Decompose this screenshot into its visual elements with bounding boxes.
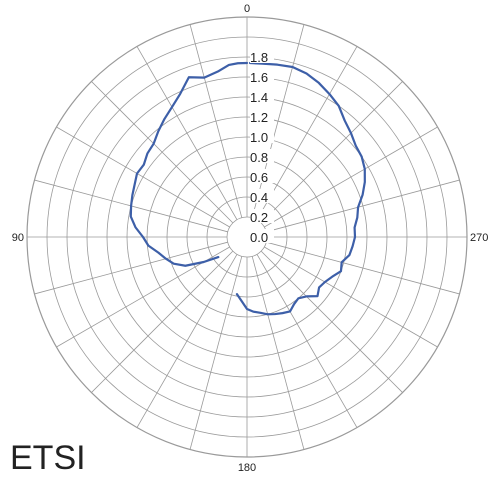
radial-tick-label: 1.0 xyxy=(250,130,268,145)
grid-spokes xyxy=(27,17,467,457)
grid-spoke xyxy=(91,81,234,224)
tick-label-bg xyxy=(250,169,274,183)
grid-spoke xyxy=(260,250,403,393)
grid-spoke xyxy=(266,241,460,295)
grid-spoke xyxy=(251,256,305,450)
radial-tick-label: 0.0 xyxy=(250,230,268,245)
tick-label-bg xyxy=(250,209,274,223)
grid-spoke xyxy=(189,24,243,218)
grid-spoke xyxy=(56,126,230,228)
angle-label-270: 270 xyxy=(470,232,488,244)
grid-spoke xyxy=(136,46,238,220)
tick-label-bg xyxy=(250,129,274,143)
series-group xyxy=(129,61,366,316)
grid-spoke xyxy=(91,250,234,393)
radial-tick-label: 1.8 xyxy=(250,50,268,65)
radial-tick-label: 1.4 xyxy=(250,90,268,105)
angle-labels: 0 90 180 270 xyxy=(12,3,489,474)
chart-caption: ETSI xyxy=(10,439,86,477)
angle-label-0: 0 xyxy=(244,3,250,15)
tick-label-bg xyxy=(250,49,274,63)
tick-label-bg xyxy=(250,189,274,203)
grid-spoke xyxy=(136,254,238,428)
grid-spoke xyxy=(264,126,438,228)
radial-tick-label: 0.4 xyxy=(250,190,268,205)
angle-label-90: 90 xyxy=(12,232,24,244)
radial-tick-label: 0.8 xyxy=(250,150,268,165)
tick-label-bg xyxy=(250,229,274,243)
tick-label-bg xyxy=(250,89,274,103)
tick-label-bg xyxy=(250,149,274,163)
grid-spoke xyxy=(266,179,460,233)
grid-spoke xyxy=(260,81,403,224)
radial-tick-label: 1.6 xyxy=(250,70,268,85)
radial-tick-label: 0.2 xyxy=(250,210,268,225)
tick-label-bg xyxy=(250,109,274,123)
radial-tick-label: 1.2 xyxy=(250,110,268,125)
grid-spoke xyxy=(34,241,228,295)
tick-label-bg xyxy=(250,69,274,83)
grid-spoke xyxy=(256,254,358,428)
series-line-1 xyxy=(129,61,249,267)
angle-label-180: 180 xyxy=(238,462,256,474)
radial-tick-label: 0.6 xyxy=(250,170,268,185)
grid-spoke xyxy=(251,24,305,218)
grid-spoke xyxy=(264,246,438,348)
grid-spoke xyxy=(189,256,243,450)
series-line-2 xyxy=(235,61,366,316)
radial-tick-labels: 0.0 0.2 0.4 0.6 0.8 1.0 1.2 1.4 1.6 1.8 xyxy=(250,49,274,245)
